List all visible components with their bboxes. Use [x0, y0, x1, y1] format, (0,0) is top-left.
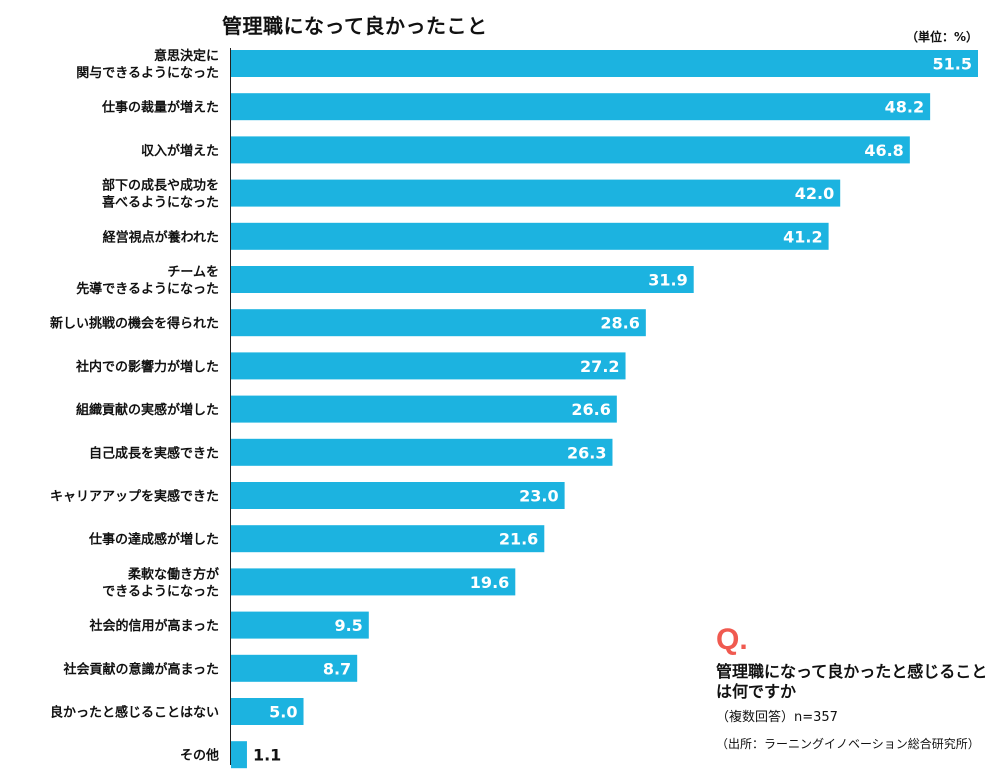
category-label-15: 良かったと感じることはない — [50, 705, 219, 721]
category-label-16: その他 — [180, 748, 219, 764]
category-label-11: 仕事の達成感が増した — [88, 532, 219, 548]
category-label-1: 仕事の裁量が増えた — [101, 100, 219, 116]
question-mark: Q. — [716, 623, 748, 656]
value-label-6: 28.6 — [600, 314, 639, 333]
bar-2 — [231, 136, 910, 164]
value-label-13: 9.5 — [334, 616, 362, 635]
value-label-0: 51.5 — [933, 55, 972, 74]
category-label-12-line-1: できるようになった — [102, 584, 219, 599]
bar-12 — [231, 568, 516, 596]
category-label-10: キャリアアップを実感できた — [50, 489, 219, 505]
bar-13 — [231, 611, 369, 639]
value-label-2: 46.8 — [864, 141, 903, 160]
value-label-16: 1.1 — [253, 746, 281, 765]
category-label-3-line-0: 部下の成長や成功を — [102, 178, 219, 194]
category-label-0-line-1: 関与できるようになった — [76, 66, 219, 81]
category-label-14: 社会貢献の意識が高まった — [63, 661, 219, 677]
bar-4 — [231, 222, 829, 250]
category-label-2: 収入が増えた — [141, 143, 219, 159]
value-label-14: 8.7 — [323, 659, 351, 678]
value-label-5: 31.9 — [648, 271, 687, 290]
bar-7 — [231, 352, 626, 380]
bar-9 — [231, 438, 613, 466]
bar-6 — [231, 309, 646, 337]
bar-15 — [231, 698, 304, 725]
category-label-5-line-0: チームを — [167, 265, 219, 280]
bar-3 — [231, 179, 841, 207]
category-label-7: 社内での影響力が増した — [75, 359, 219, 375]
value-label-1: 48.2 — [885, 98, 924, 117]
value-label-11: 21.6 — [499, 530, 538, 549]
sample-note: （複数回答）n=357 — [716, 710, 838, 725]
source-note: （出所：ラーニングイノベーション総合研究所） — [716, 737, 980, 751]
chart-title: 管理職になって良かったこと — [222, 14, 488, 38]
category-label-12-line-0: 柔軟な働き方が — [127, 566, 219, 582]
question-text: 管理職になって良かったと感じることは何ですか — [716, 662, 988, 701]
value-label-9: 26.3 — [567, 443, 606, 462]
value-label-10: 23.0 — [519, 487, 558, 506]
value-label-7: 27.2 — [580, 357, 619, 376]
value-label-8: 26.6 — [571, 400, 610, 419]
bar-0 — [231, 50, 978, 77]
bar-11 — [231, 525, 545, 553]
category-label-13: 社会的信用が高まった — [89, 618, 219, 634]
value-label-15: 5.0 — [269, 703, 297, 722]
bar-5 — [231, 266, 694, 293]
value-label-3: 42.0 — [795, 184, 834, 203]
value-label-4: 41.2 — [783, 227, 822, 246]
bar-10 — [231, 482, 565, 509]
category-label-8: 組織貢献の実感が増した — [76, 402, 219, 418]
category-label-6: 新しい挑戦の機会を得られた — [50, 316, 219, 332]
category-label-3-line-1: 喜べるようになった — [102, 195, 219, 211]
value-label-12: 19.6 — [470, 573, 509, 592]
unit-label: （単位：%） — [905, 30, 978, 44]
category-label-4: 経営視点が養われた — [103, 229, 219, 245]
bar-1 — [231, 93, 931, 121]
question-box: Q. 管理職になって良かったと感じることは何ですか （複数回答）n=357 （出… — [716, 624, 996, 752]
bar-14 — [231, 654, 358, 682]
category-label-0-line-0: 意思決定に — [154, 48, 219, 64]
bar-16 — [231, 741, 247, 769]
category-label-9: 自己成長を実感できた — [89, 445, 219, 461]
category-label-5-line-1: 先導できるようになった — [76, 281, 219, 297]
bar-8 — [231, 395, 617, 423]
